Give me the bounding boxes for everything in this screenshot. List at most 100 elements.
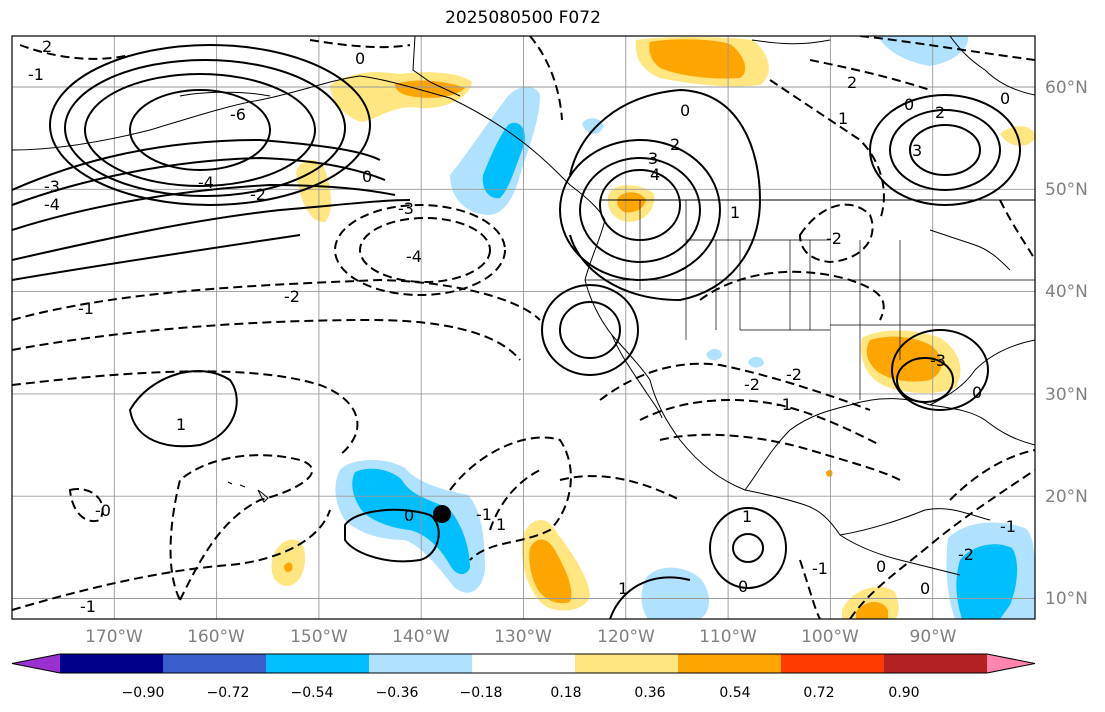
positive-anomaly-fill [866, 336, 942, 382]
state-borders [585, 200, 1035, 400]
negative-anomaly-fill [582, 118, 604, 134]
contour-label: -3 [930, 351, 946, 370]
map-frame [11, 35, 1036, 620]
colorbar-tick-label: 0.72 [803, 685, 834, 701]
negative-anomaly-fill [878, 36, 969, 66]
negative-anomaly-fill [748, 356, 764, 368]
lat-label: 40°N [1045, 282, 1088, 302]
lon-label: 170°W [85, 627, 143, 647]
storm-marker [433, 505, 451, 523]
contour-label: -1 [78, 299, 94, 318]
longitude-labels: 170°W 160°W 150°W 140°W 130°W 120°W 110°… [85, 627, 957, 647]
lon-label: 140°W [392, 627, 450, 647]
colorbar-segment [884, 654, 988, 673]
lon-label: 100°W [801, 627, 859, 647]
contour-label: -2 [744, 375, 760, 394]
contour-label: 1 [176, 415, 186, 434]
contour-label: 0 [1000, 89, 1010, 108]
positive-anomaly-fill [284, 562, 293, 573]
negative-anomaly-fill [352, 468, 470, 575]
contour-label: -4 [198, 173, 214, 192]
colorbar-segment [678, 654, 782, 673]
positive-anomaly-fill [649, 39, 746, 79]
contour-label: -2 [958, 545, 974, 564]
contour-label: -3 [398, 199, 414, 218]
contour-label: -1 [776, 395, 792, 414]
contour-label: 0 [904, 95, 914, 114]
colorbar-segment [472, 654, 576, 673]
contour-label: -1 [476, 505, 492, 524]
colorbar-segment [266, 654, 370, 673]
contour-label: 0 [355, 49, 365, 68]
contour-label: -2 [250, 185, 266, 204]
contour-label-layer: 2 -1 0 -6 -4 -3 -4 -2 0 -3 -4 -2 -1 0 0 … [28, 37, 1016, 616]
contour-label: -2 [786, 365, 802, 384]
contour-label: -1 [1000, 517, 1016, 536]
colorbar-tick-label: 0.90 [888, 685, 919, 701]
contour-label: 2 [935, 103, 945, 122]
lat-label: 10°N [1045, 589, 1088, 609]
negative-anomaly-fill [482, 122, 525, 199]
colorbar-tick-label: 0.18 [550, 685, 581, 701]
lon-label: 110°W [699, 627, 757, 647]
contour-label: 4 [650, 165, 660, 184]
contour-label: -4 [406, 247, 422, 266]
colorbar-outline [11, 653, 1036, 674]
positive-anomaly-fill [826, 469, 833, 477]
contour-label: -1 [812, 559, 828, 578]
lon-label: 120°W [597, 627, 655, 647]
lat-label: 60°N [1045, 78, 1088, 98]
contour-label: -1 [28, 65, 44, 84]
positive-anomaly-fill [617, 192, 646, 213]
contour-label: 0 [362, 167, 372, 186]
colorbar [11, 653, 1036, 674]
colorbar-tick-label: 0.54 [719, 685, 750, 701]
contour-label: 1 [496, 515, 506, 534]
contour-label: -3 [44, 177, 60, 196]
contour-label: 2 [670, 135, 680, 154]
contour-label: 3 [912, 141, 922, 160]
negative-anomaly-fill [956, 544, 1018, 619]
contour-label: -2 [826, 229, 842, 248]
contour-label: 0 [876, 557, 886, 576]
lon-label: 160°W [187, 627, 245, 647]
colorbar-tick-labels: −0.90 −0.72 −0.54 −0.36 −0.18 0.18 0.36 … [122, 685, 920, 701]
latitude-labels: 60°N 50°N 40°N 30°N 20°N 10°N [1045, 78, 1088, 609]
colorbar-tick-label: −0.90 [122, 685, 165, 701]
contour-label: 2 [847, 73, 857, 92]
colorbar-tick-label: −0.72 [207, 685, 250, 701]
coastlines [12, 36, 1035, 576]
contour-label: -0 [95, 501, 111, 520]
contour-label: -2 [284, 287, 300, 306]
colorbar-segment [163, 654, 267, 673]
colorbar-tick-label: 0.36 [634, 685, 665, 701]
contour-label: 0 [680, 101, 690, 120]
lon-label: 90°W [910, 627, 957, 647]
contour-label: 2 [42, 37, 52, 56]
contour-label: 1 [730, 203, 740, 222]
chart-title: 2025080500 F072 [445, 8, 601, 28]
gridlines [12, 36, 1035, 619]
colorbar-tick-label: −0.36 [376, 685, 419, 701]
colorbar-tick-label: −0.18 [460, 685, 503, 701]
colorbar-extend-max [987, 654, 1035, 673]
lat-label: 20°N [1045, 487, 1088, 507]
lat-label: 30°N [1045, 385, 1088, 405]
contour-label: 0 [404, 506, 414, 525]
contour-label: -4 [44, 195, 60, 214]
colorbar-tick-label: −0.54 [291, 685, 334, 701]
colorbar-segment [369, 654, 473, 673]
lat-label: 50°N [1045, 180, 1088, 200]
contour-label: -1 [80, 597, 96, 616]
colorbar-segment [781, 654, 885, 673]
contour-label: 1 [618, 579, 628, 598]
positive-contours [12, 44, 1021, 619]
contour-label: 0 [738, 577, 748, 596]
negative-anomaly-fill [706, 348, 722, 361]
contour-label: 1 [742, 507, 752, 526]
contour-label: -6 [230, 105, 246, 124]
colorbar-segment [60, 654, 164, 673]
contour-label: 0 [972, 383, 982, 402]
contour-label: 3 [648, 149, 658, 168]
